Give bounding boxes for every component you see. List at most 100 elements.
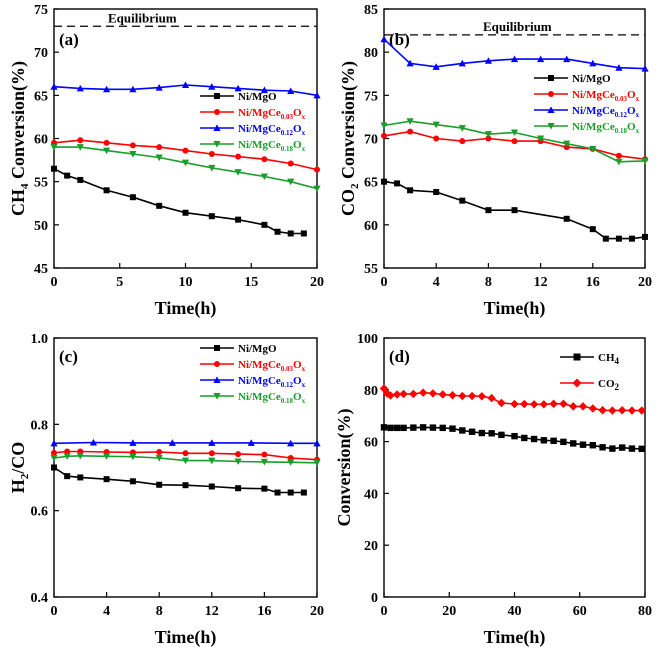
data-point (579, 441, 587, 448)
x-tick-label: 0 (51, 604, 58, 619)
data-point (156, 481, 163, 488)
legend-marker (214, 109, 220, 115)
data-point (540, 437, 548, 444)
series-ni-mgce0-12ox (380, 35, 649, 72)
legend-label: Ni/MgCe0.18Ox (572, 121, 640, 135)
data-point (537, 135, 545, 143)
x-tick-label: 60 (573, 604, 587, 619)
legend-marker (214, 345, 220, 351)
data-point (406, 59, 414, 67)
data-point (433, 135, 440, 142)
data-point (287, 439, 295, 447)
data-point (485, 135, 492, 142)
y-tick-label: 65 (364, 176, 378, 191)
y-tick-label: 60 (364, 219, 378, 234)
data-point (182, 147, 189, 154)
x-tick-label: 0 (381, 604, 388, 619)
data-point (459, 427, 466, 434)
data-point (563, 55, 571, 63)
legend-marker (213, 376, 221, 383)
x-tick-label: 20 (310, 275, 324, 290)
series-ni-mgo (51, 464, 307, 496)
data-point (549, 399, 558, 408)
x-tick-label: 16 (257, 604, 271, 619)
y-tick-label: 70 (364, 133, 378, 148)
data-point (182, 209, 189, 216)
legend: Ni/MgO Ni/MgCe0.03Ox Ni/MgCe0.12Ox Ni/MgCe0… (534, 73, 640, 135)
x-tick-label: 0 (51, 275, 58, 290)
data-point (103, 187, 110, 194)
data-point (261, 156, 268, 163)
data-point (260, 86, 268, 94)
data-point (208, 151, 215, 158)
data-point (589, 59, 597, 67)
data-point (439, 424, 446, 432)
data-point (103, 139, 110, 146)
legend-marker (547, 106, 555, 113)
data-point (400, 424, 407, 432)
chart-panel-a: 0 5 10 15 20 45 50 55 60 65 70 75 Time(h) CH4 Convers… (8, 3, 324, 319)
data-point (615, 64, 623, 71)
y-tick-label: 20 (364, 539, 378, 554)
data-point (235, 216, 242, 223)
data-point (76, 84, 84, 92)
data-point (608, 406, 617, 415)
data-point (589, 226, 596, 233)
series-ni-mgce0-12ox (50, 81, 321, 99)
legend-label: Ni/MgO (572, 73, 611, 85)
data-point (287, 459, 295, 466)
data-point (156, 202, 163, 209)
data-point (208, 457, 216, 465)
series-line (383, 426, 642, 450)
y-tick-label: 50 (34, 219, 48, 234)
series-line (53, 441, 317, 445)
data-point (103, 453, 111, 460)
panel-label: (a) (59, 30, 79, 49)
data-point (637, 406, 646, 415)
data-point (638, 445, 645, 453)
data-point (510, 55, 519, 63)
legend-marker (572, 378, 582, 388)
y-axis-title: H2/CO (8, 442, 31, 494)
data-point (181, 81, 190, 88)
x-axis-title: Time(h) (484, 627, 546, 648)
data-point (313, 459, 321, 467)
data-point (392, 390, 402, 399)
x-tick-label: 5 (116, 275, 123, 290)
data-point (76, 452, 84, 460)
chart-panel-c: 0 4 8 12 16 20 0.4 0.6 0.8 1.0 Time(h) H2/CO (c) Ni/M… (8, 332, 324, 648)
data-point (393, 424, 401, 432)
data-point (497, 398, 506, 408)
data-point (208, 483, 215, 490)
x-tick-label: 12 (534, 275, 548, 290)
data-point (234, 458, 242, 466)
legend-label: Ni/MgCe0.18Ox (238, 391, 306, 405)
data-point (615, 158, 623, 166)
legend-label: Ni/MgCe0.03Ox (572, 89, 640, 103)
data-point (379, 384, 389, 393)
data-point (155, 455, 163, 462)
data-point (477, 392, 487, 401)
series-ni-mgce0-18ox (380, 118, 649, 166)
data-point (261, 451, 268, 458)
legend-label: CO2 (598, 378, 620, 392)
panel-label: (d) (389, 347, 410, 366)
data-point (76, 144, 84, 151)
data-point (589, 145, 597, 153)
data-point (274, 228, 281, 235)
data-point (260, 173, 268, 181)
data-point (560, 438, 567, 446)
data-point (559, 399, 568, 408)
x-axis-title: Time(h) (484, 298, 546, 319)
data-point (599, 444, 606, 451)
data-point (51, 165, 57, 172)
data-point (510, 399, 519, 409)
data-point (314, 166, 320, 173)
data-point (628, 235, 635, 242)
plot-frame (383, 337, 646, 598)
legend-marker (213, 141, 221, 148)
data-point (380, 122, 388, 130)
data-point (208, 439, 216, 446)
data-point (247, 439, 255, 446)
